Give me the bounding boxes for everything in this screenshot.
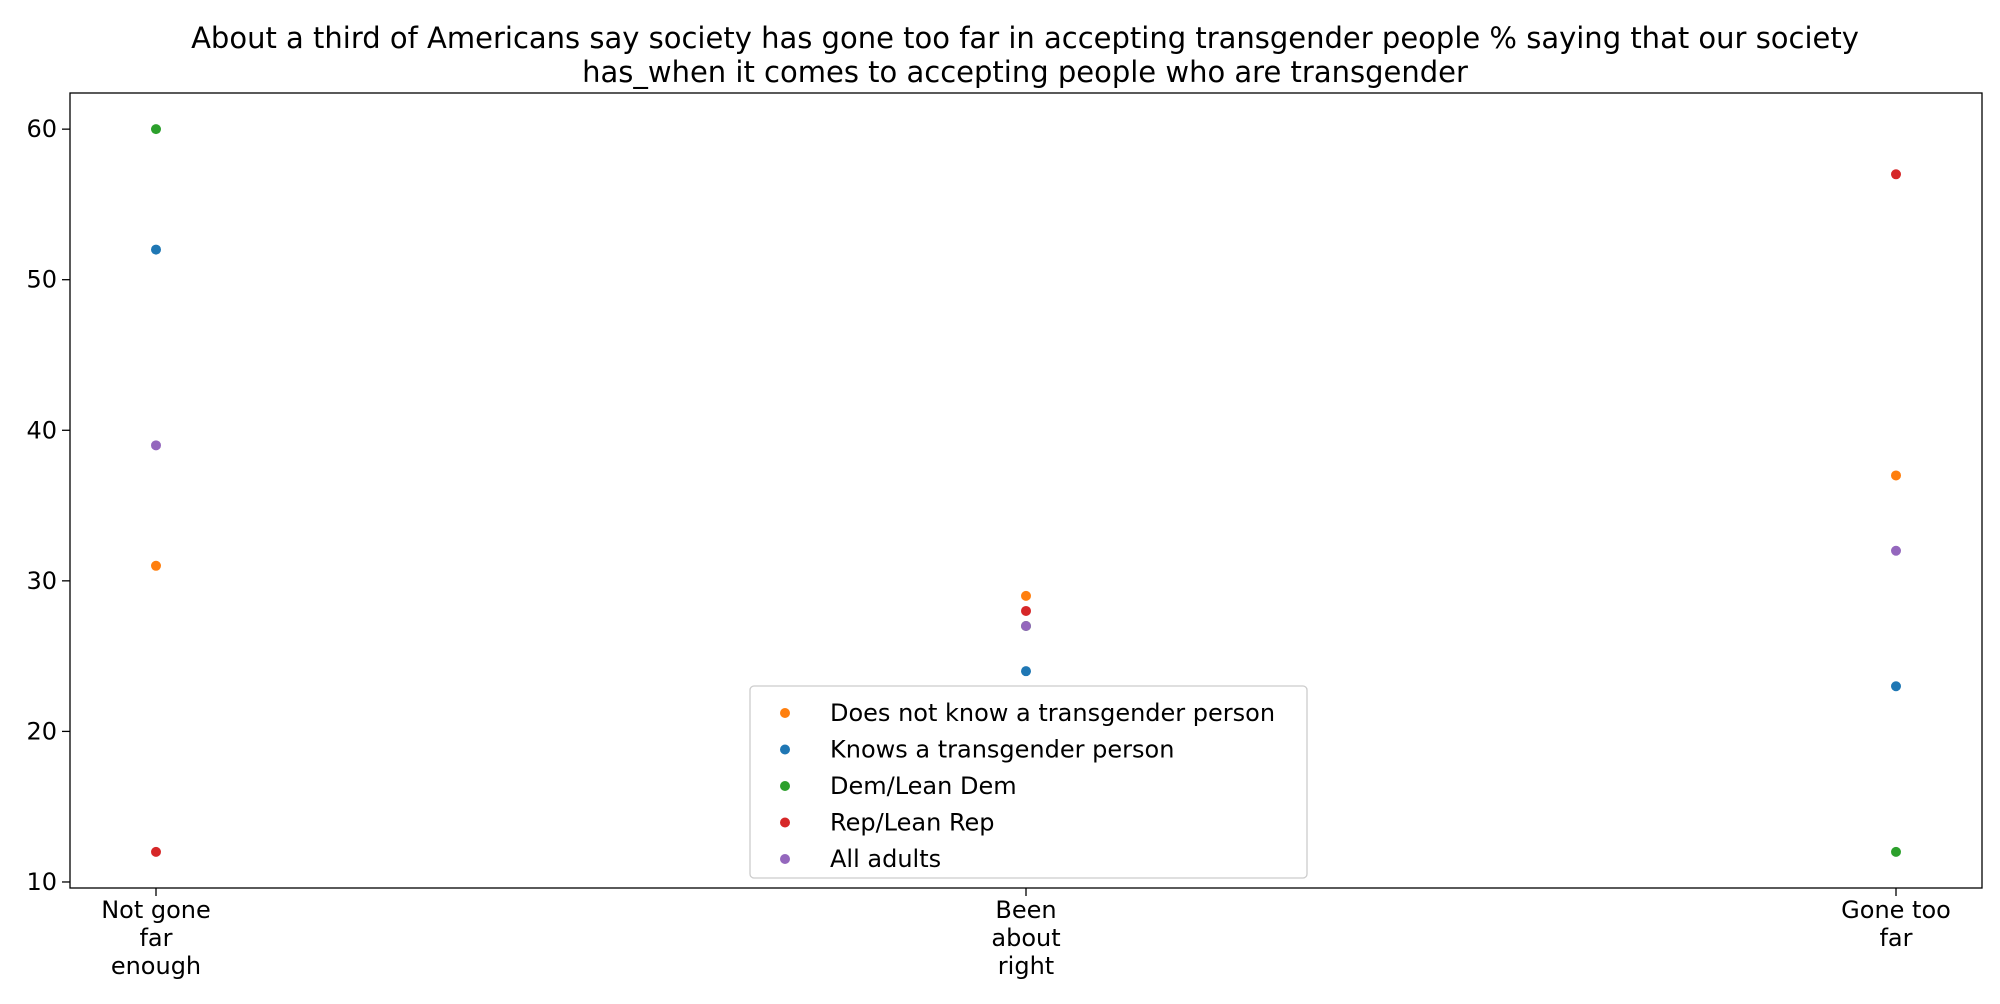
legend-marker bbox=[780, 708, 790, 718]
chart-title-line-1: About a third of Americans say society h… bbox=[191, 21, 1859, 55]
data-point bbox=[1891, 681, 1901, 691]
legend-label: Does not know a transgender person bbox=[830, 699, 1275, 727]
x-tick-label-line: about bbox=[991, 924, 1060, 952]
legend-label: Dem/Lean Dem bbox=[830, 772, 1017, 800]
y-tick-label: 20 bbox=[26, 717, 57, 745]
x-tick-label: Gone too far bbox=[1841, 896, 1951, 952]
legend-marker bbox=[780, 745, 790, 755]
legend-label: Rep/Lean Rep bbox=[830, 809, 995, 837]
x-tick-label-line: far bbox=[139, 924, 172, 952]
x-tick-label-line: Gone too bbox=[1841, 896, 1951, 924]
data-point bbox=[151, 124, 161, 134]
data-point bbox=[151, 561, 161, 571]
data-point bbox=[151, 847, 161, 857]
y-tick-label: 40 bbox=[26, 416, 57, 444]
legend-marker bbox=[780, 854, 790, 864]
y-axis: 10 20 30 40 50 60 bbox=[26, 115, 70, 896]
y-tick-label: 60 bbox=[26, 115, 57, 143]
data-point bbox=[1891, 169, 1901, 179]
data-point bbox=[1891, 546, 1901, 556]
data-point bbox=[151, 440, 161, 450]
x-tick-label-line: far bbox=[1879, 924, 1912, 952]
legend: Does not know a transgender person Knows … bbox=[750, 686, 1307, 878]
data-point bbox=[1021, 591, 1031, 601]
data-point bbox=[1021, 666, 1031, 676]
x-tick-label-line: Been bbox=[995, 896, 1056, 924]
data-point bbox=[1021, 606, 1031, 616]
legend-marker bbox=[780, 781, 790, 791]
data-point bbox=[151, 245, 161, 255]
data-point bbox=[1891, 847, 1901, 857]
x-tick-label: Been about right bbox=[991, 896, 1060, 980]
legend-marker bbox=[780, 818, 790, 828]
x-tick-label: Not gone far enough bbox=[101, 896, 211, 980]
chart-title-line-2: has_when it comes to accepting people wh… bbox=[582, 55, 1468, 89]
chart-title: About a third of Americans say society h… bbox=[191, 21, 1859, 89]
y-tick-label: 10 bbox=[26, 868, 57, 896]
x-tick-label-line: enough bbox=[111, 952, 201, 980]
legend-label: Knows a transgender person bbox=[830, 736, 1174, 764]
y-tick-label: 50 bbox=[26, 266, 57, 294]
x-tick-label-line: right bbox=[998, 952, 1054, 980]
data-point bbox=[1891, 470, 1901, 480]
y-tick-label: 30 bbox=[26, 567, 57, 595]
data-point bbox=[1021, 621, 1031, 631]
legend-label: All adults bbox=[830, 845, 941, 873]
x-tick-label-line: Not gone bbox=[101, 896, 211, 924]
